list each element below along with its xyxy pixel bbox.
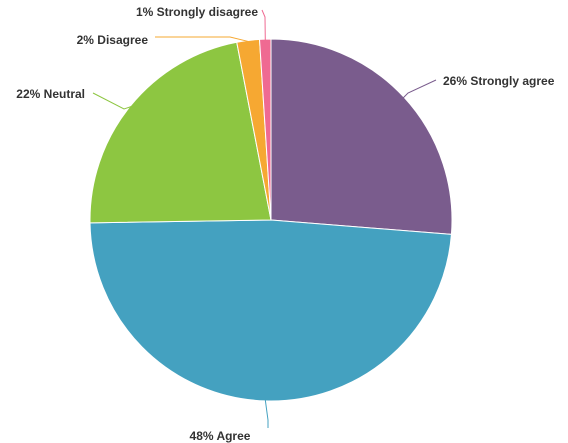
slice-label-3: 22% Neutral — [16, 87, 85, 101]
pie-slice-2 — [89, 219, 452, 402]
slice-label-4: 2% Disagree — [77, 33, 149, 47]
slice-label-5: 1% Strongly disagree — [136, 5, 258, 19]
leader-line-5 — [261, 9, 266, 41]
leader-lines-layer — [92, 9, 437, 428]
labels-layer: 26% Strongly agree 48% Agree 22% Neutral 2%… — [16, 5, 554, 443]
leader-line-1 — [402, 79, 437, 99]
leader-line-2 — [264, 399, 269, 428]
leader-line-3 — [92, 92, 132, 110]
slice-label-2: 48% Agree — [190, 429, 251, 443]
pie-slice-3 — [89, 41, 272, 224]
slice-label-1: 26% Strongly agree — [443, 74, 555, 88]
slices-layer — [89, 38, 453, 402]
pie-slice-1 — [270, 38, 453, 235]
leader-line-4 — [155, 36, 249, 42]
